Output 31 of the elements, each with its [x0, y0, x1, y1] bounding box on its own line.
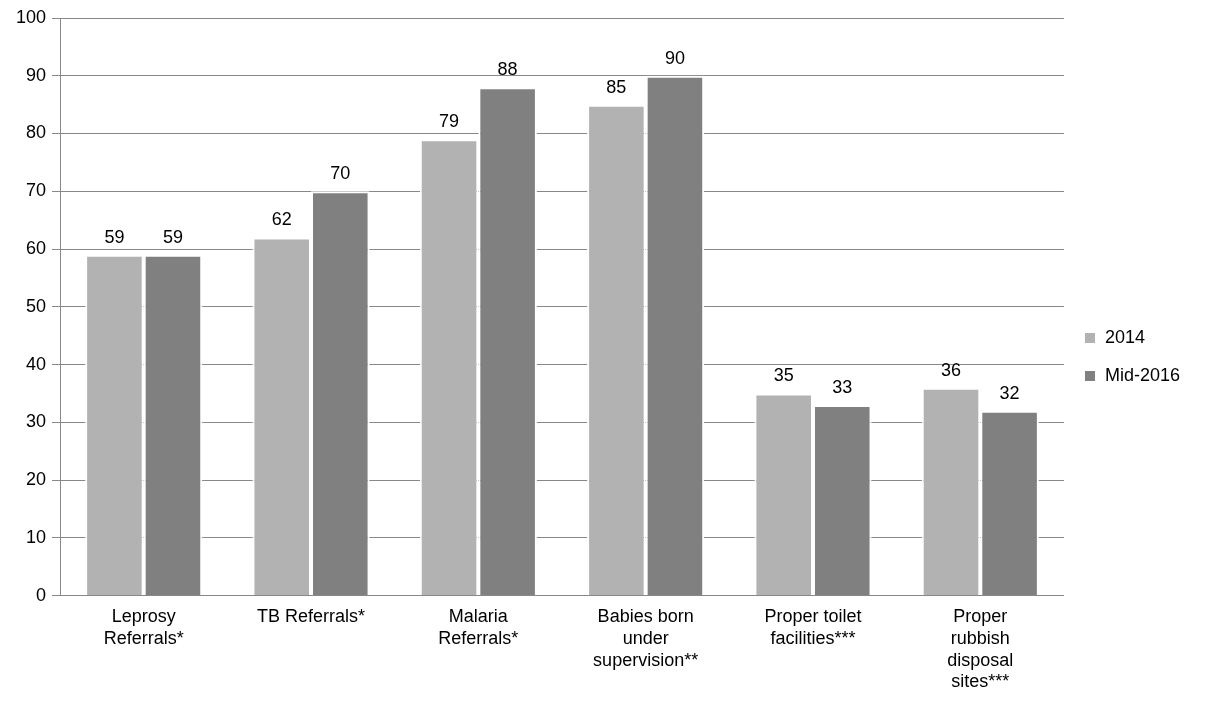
- y-tick-label: 30: [26, 411, 47, 432]
- data-label: 36: [941, 359, 962, 380]
- x-tick-label: TB Referrals*: [257, 606, 366, 627]
- data-label: 62: [271, 209, 292, 230]
- data-label: 35: [773, 365, 794, 386]
- y-tick-label: 80: [26, 122, 47, 143]
- x-tick-label: Babies born under supervision**: [593, 606, 699, 670]
- y-tick-label: 90: [26, 64, 47, 85]
- y-tick-label: 0: [36, 584, 47, 605]
- data-label: 79: [439, 111, 460, 132]
- y-tick-label: 10: [26, 526, 47, 547]
- data-label: 90: [664, 47, 685, 68]
- y-tick-label: 40: [26, 353, 47, 374]
- y-tick-label: 70: [26, 180, 47, 201]
- legend-label: Mid-2016: [1104, 364, 1181, 385]
- data-label: 32: [999, 382, 1020, 403]
- x-tick-label: Leprosy Referrals*: [103, 606, 184, 648]
- data-label: 70: [330, 163, 351, 184]
- legend-label: 2014: [1104, 326, 1146, 347]
- data-label: 85: [606, 76, 627, 97]
- x-tick-label: Proper toilet facilities***: [764, 606, 862, 648]
- data-label: 59: [162, 226, 183, 247]
- y-tick-label: 100: [15, 6, 47, 27]
- y-tick-label: 60: [26, 238, 47, 259]
- y-tick-label: 50: [26, 295, 47, 316]
- y-tick-label: 20: [26, 469, 47, 490]
- x-tick-label: Malaria Referrals*: [438, 606, 519, 648]
- data-label: 88: [497, 59, 518, 80]
- x-tick-label: Proper rubbish disposal sites***: [947, 606, 1014, 692]
- data-label: 59: [104, 226, 125, 247]
- data-label: 33: [832, 376, 853, 397]
